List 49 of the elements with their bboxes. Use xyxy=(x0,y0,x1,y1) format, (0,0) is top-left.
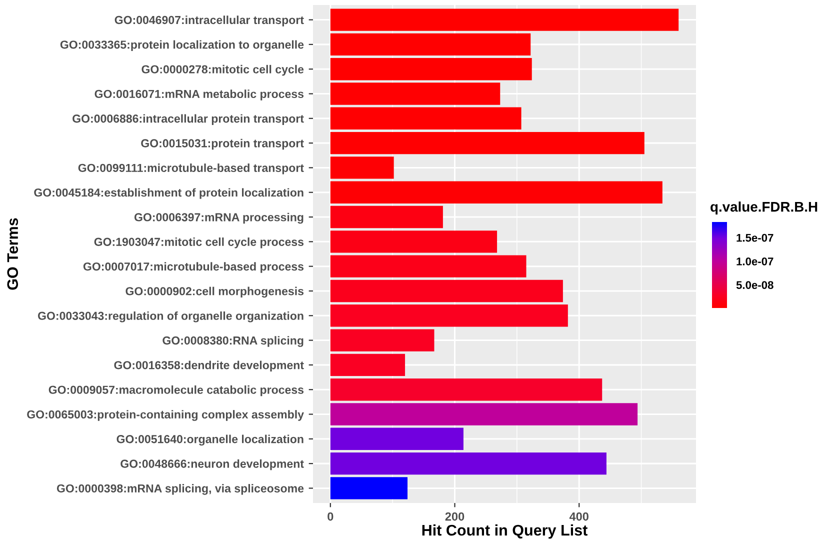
bar xyxy=(330,304,568,327)
y-tick-label: GO:0000398:mRNA splicing, via spliceosome xyxy=(56,484,304,495)
y-tick-label: GO:0045184:establishment of protein localization xyxy=(34,188,304,199)
y-tick-label: GO:0009057:macromolecule catabolic process xyxy=(48,385,304,396)
x-tick-label: 400 xyxy=(569,512,588,521)
y-tick-label: GO:0006886:intracellular protein transport xyxy=(72,114,304,125)
y-tick-label: GO:0007017:microtubule-based process xyxy=(83,262,304,273)
y-tick-label: GO:0006397:mRNA processing xyxy=(134,212,304,224)
bar xyxy=(330,206,443,228)
y-tick-label: GO:0016358:dendrite development xyxy=(114,360,304,372)
y-tick-label: GO:0000278:mitotic cell cycle xyxy=(142,64,304,76)
y-tick-label: GO:0048666:neuron development xyxy=(120,459,304,470)
y-tick-label: GO:0065003:protein-containing complex assembly xyxy=(27,410,304,421)
color-bar-label: 5.0e-08 xyxy=(736,281,774,289)
y-tick-label: GO:0051640:organelle localization xyxy=(116,434,304,446)
bar xyxy=(330,107,522,130)
y-tick-label: GO:0099111:microtubule-based transport xyxy=(78,164,304,174)
bar xyxy=(330,477,408,500)
y-tick-label: GO:0033043:regulation of organelle organization xyxy=(38,311,304,322)
bar xyxy=(330,280,563,302)
y-axis-title: GO Terms xyxy=(7,218,18,290)
bar xyxy=(330,8,679,31)
y-tick-label: GO:0015031:protein transport xyxy=(141,138,304,150)
bar xyxy=(330,452,606,475)
y-tick-label: GO:0033365:protein localization to organelle xyxy=(60,40,304,52)
bar xyxy=(330,58,532,80)
color-bar-label: 1.0e-07 xyxy=(736,257,774,266)
x-tick-label: 200 xyxy=(445,512,464,521)
y-tick-label: GO:0008380:RNA splicing xyxy=(162,336,304,347)
bar xyxy=(330,255,526,278)
x-tick-label: 0 xyxy=(328,512,334,521)
y-tick-label: GO:0016071:mRNA metabolic process xyxy=(94,90,304,100)
color-bar-title: q.value.FDR.B.H xyxy=(710,202,818,214)
x-axis-title: Hit Count in Query List xyxy=(422,524,588,539)
bar xyxy=(330,403,638,426)
bar xyxy=(330,156,394,179)
y-tick-label: GO:1903047:mitotic cell cycle process xyxy=(94,237,304,248)
bar xyxy=(330,230,498,253)
bar xyxy=(330,33,531,56)
bar xyxy=(330,181,662,204)
color-bar-label: 1.5e-07 xyxy=(736,234,774,242)
y-tick-label: GO:0046907:intracellular transport xyxy=(114,16,304,26)
bar xyxy=(330,329,434,352)
y-tick-label: GO:0000902:cell morphogenesis xyxy=(126,286,304,298)
bar xyxy=(330,354,406,376)
bar xyxy=(330,428,464,450)
bar xyxy=(330,132,644,154)
bar xyxy=(330,82,500,105)
bar xyxy=(330,378,602,401)
